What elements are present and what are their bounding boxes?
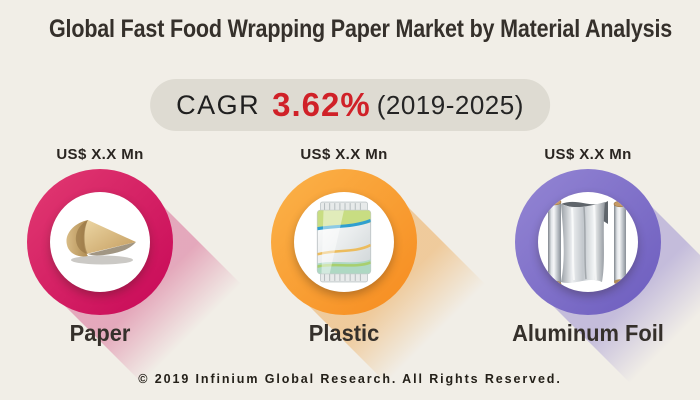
plastic-sachet-icon: [316, 201, 372, 283]
page-title: Global Fast Food Wrapping Paper Market b…: [49, 15, 673, 43]
material-card-aluminum-foil: US$ X.X Mn: [508, 146, 700, 387]
aluminum-foil-inner-circle: [538, 192, 638, 292]
aluminum-foil-icon: [547, 198, 627, 288]
material-name: Paper: [69, 320, 131, 346]
material-name: Plastic: [308, 320, 380, 346]
material-card-plastic: US$ X.X Mn: [264, 146, 489, 387]
cagr-period: (2019-2025): [376, 89, 524, 120]
paper-ring: [27, 169, 173, 315]
plastic-ring: [271, 169, 417, 315]
material-name: Aluminum Foil: [512, 320, 664, 346]
paper-cone-icon: [66, 220, 136, 265]
cagr-value: 3.62%: [272, 86, 371, 123]
paper-circle: [27, 169, 245, 387]
paper-inner-circle: [50, 192, 150, 292]
market-value-label: US$ X.X Mn: [56, 146, 144, 163]
market-value-label: US$ X.X Mn: [300, 146, 388, 163]
cagr-banner: CAGR 3.62% (2019-2025): [150, 79, 550, 131]
aluminum-foil-circle: [515, 169, 700, 387]
copyright-footer: © 2019 Infinium Global Research. All Rig…: [138, 372, 562, 386]
plastic-circle: [271, 169, 489, 387]
aluminum-foil-ring: [515, 169, 661, 315]
material-card-paper: US$ X.X Mn: [20, 146, 245, 387]
market-value-label: US$ X.X Mn: [544, 146, 632, 163]
plastic-inner-circle: [294, 192, 394, 292]
cagr-label: CAGR: [176, 89, 261, 120]
